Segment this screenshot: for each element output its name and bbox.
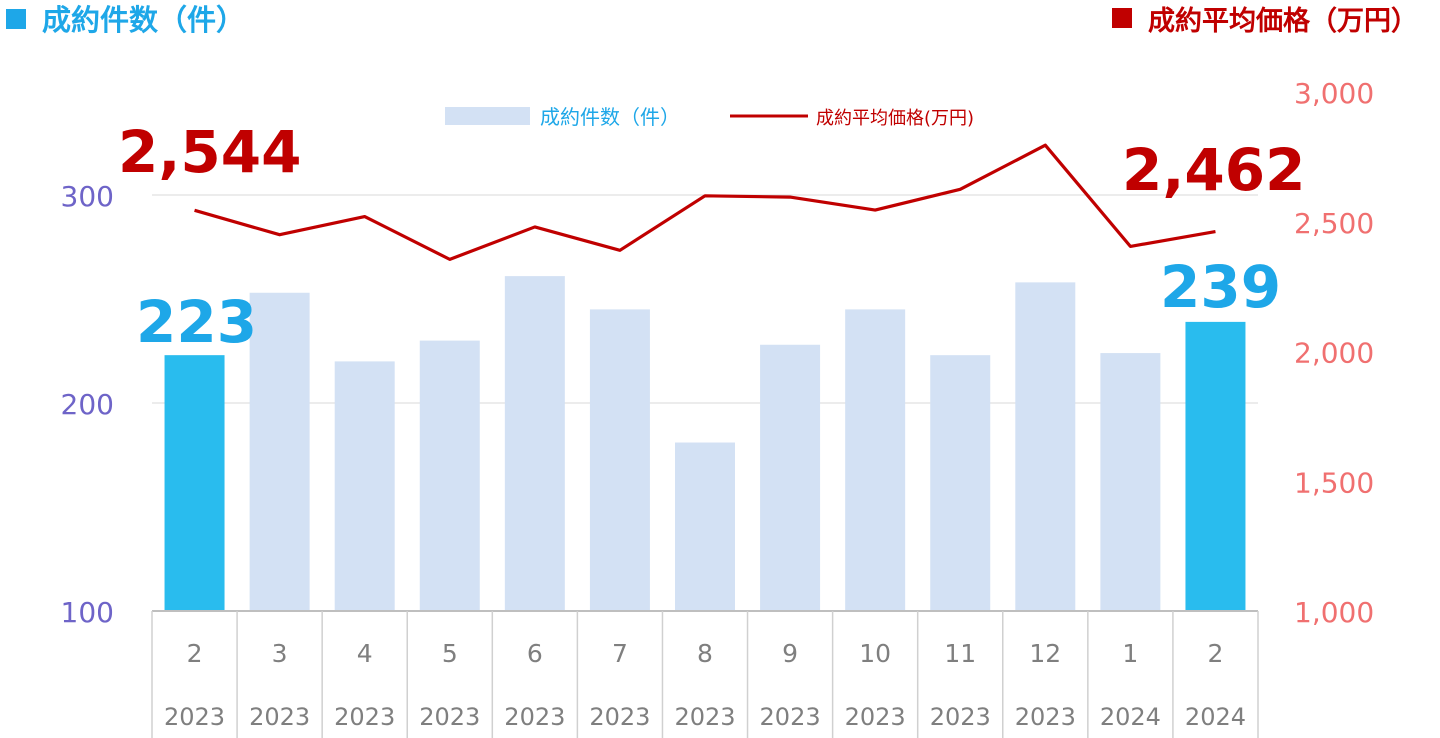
bar [334,361,395,611]
bar [760,344,821,611]
x-month-label: 8 [697,639,713,668]
right-header-marker [1112,8,1132,28]
x-month-label: 10 [859,639,891,668]
x-year-label: 2023 [930,703,991,731]
legend-line-label: 成約平均価格(万円) [816,108,974,129]
left-tick-label: 100 [61,596,114,629]
left-header-marker [6,9,26,29]
x-year-label: 2023 [419,703,480,731]
callout-first-count: 223 [136,288,257,356]
x-month-label: 3 [272,639,288,668]
bars [164,276,1246,611]
bar [930,355,991,611]
x-month-label: 7 [612,639,628,668]
left-axis: 100 200 300 [61,180,114,629]
x-year-label: 2023 [164,703,225,731]
x-year-label: 2023 [589,703,650,731]
x-year-label: 2023 [760,703,821,731]
right-tick-label: 3,000 [1294,77,1374,110]
bar [845,309,906,611]
left-tick-label: 200 [61,388,114,421]
x-year-label: 2023 [334,703,395,731]
price-line-path [194,143,1216,261]
x-month-label: 4 [357,639,373,668]
x-month-label: 6 [527,639,543,668]
callout-last-count: 239 [1160,253,1281,321]
x-year-label: 2023 [1015,703,1076,731]
left-tick-label: 300 [61,180,114,213]
x-month-label: 11 [944,639,976,668]
price-line [194,143,1216,261]
right-axis-title: 成約平均価格（万円） [1148,5,1418,37]
right-tick-label: 2,000 [1294,337,1374,370]
legend-bar-label: 成約件数（件） [540,105,680,129]
x-year-label: 2023 [504,703,565,731]
bar [164,355,225,611]
x-year-label: 2024 [1100,703,1161,731]
left-axis-title: 成約件数（件） [42,3,245,37]
bar [1100,353,1161,611]
right-tick-label: 1,500 [1294,466,1374,499]
x-month-label: 5 [442,639,458,668]
bar [249,292,310,611]
x-year-label: 2023 [674,703,735,731]
bar [1185,321,1246,611]
bar [675,442,735,611]
x-year-label: 2023 [845,703,906,731]
x-month-label: 9 [782,639,798,668]
bar [419,340,480,611]
x-month-label: 2 [187,639,203,668]
bar [1015,282,1076,611]
bar [504,276,565,611]
right-tick-label: 1,000 [1294,596,1374,629]
x-month-label: 1 [1122,639,1138,668]
callout-last-price: 2,462 [1122,136,1305,204]
right-tick-label: 2,500 [1294,207,1374,240]
callout-first-price: 2,544 [118,118,301,186]
right-axis: 1,000 1,500 2,000 2,500 3,000 [1294,77,1374,629]
bar [589,309,650,611]
x-month-label: 12 [1029,639,1061,668]
x-axis: 2 2023 3 2023 4 2023 5 2023 6 2023 7 2023 8 2023 9 2023… [151,610,1259,738]
x-year-label: 2023 [249,703,310,731]
legend-bar-swatch [445,107,530,125]
x-year-label: 2024 [1185,703,1246,731]
x-month-label: 2 [1208,639,1224,668]
